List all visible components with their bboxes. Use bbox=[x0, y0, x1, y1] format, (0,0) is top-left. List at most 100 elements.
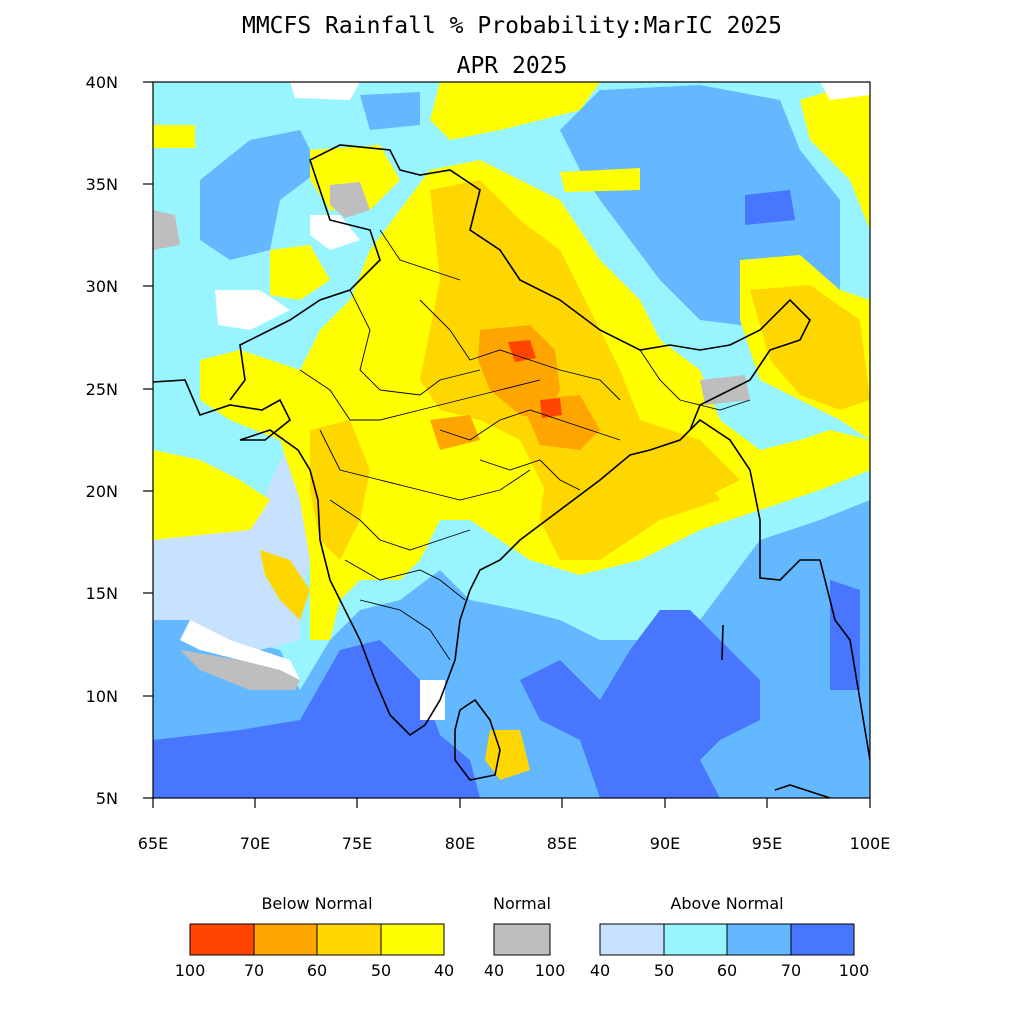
y-tick-label: 15N bbox=[86, 584, 118, 603]
map-title: MMCFS Rainfall % Probability:MarIC 2025 bbox=[241, 13, 783, 39]
y-tick-label: 25N bbox=[86, 380, 118, 399]
legend-below-label: 100 bbox=[175, 961, 206, 980]
field-orange-bihar bbox=[520, 395, 600, 450]
x-tick-label: 70E bbox=[240, 834, 270, 853]
state-border-2 bbox=[299, 369, 541, 421]
state-border-11 bbox=[379, 229, 461, 281]
legend-above-heading: Above Normal bbox=[670, 894, 783, 913]
legend-above-label: 100 bbox=[839, 961, 870, 980]
field-normal-ne bbox=[700, 375, 750, 405]
legend-swatch-above-50-60 bbox=[663, 923, 728, 956]
y-tick-label: 35N bbox=[86, 175, 118, 194]
field-white-kashmir bbox=[310, 215, 360, 250]
field-east-darkblue bbox=[830, 580, 860, 690]
legend-above-label: 70 bbox=[781, 961, 801, 980]
field-white-top bbox=[290, 82, 360, 100]
field-north-darkblue bbox=[745, 190, 795, 225]
state-border-10 bbox=[639, 349, 751, 411]
plot-frame bbox=[152, 81, 871, 799]
probability-field bbox=[153, 82, 870, 798]
field-gold-east bbox=[750, 285, 870, 410]
state-border-4 bbox=[329, 499, 471, 551]
legend-swatch-below-70-60 bbox=[253, 923, 318, 956]
y-axis-labels: 5N 10N 15N 20N 25N 30N 35N 40N bbox=[86, 73, 118, 808]
field-yellow-ne bbox=[800, 85, 870, 230]
legend-below-label: 40 bbox=[434, 961, 454, 980]
field-gold-central bbox=[310, 420, 370, 560]
field-bay-darkblue bbox=[520, 610, 760, 798]
x-tick-label: 90E bbox=[650, 834, 680, 853]
field-north-blue bbox=[200, 130, 320, 260]
coastline-bottom bbox=[774, 784, 831, 798]
field-red-2 bbox=[540, 398, 562, 418]
legend-below-heading: Below Normal bbox=[261, 894, 372, 913]
legend-swatch-below-100-70 bbox=[189, 923, 255, 956]
state-border-8 bbox=[439, 409, 621, 441]
x-tick-label: 100E bbox=[850, 834, 891, 853]
field-orange-central bbox=[430, 415, 480, 450]
legend-below-label: 50 bbox=[371, 961, 391, 980]
field-normal-kashmir bbox=[330, 182, 370, 218]
coastline-andaman bbox=[721, 624, 724, 661]
legend-swatch-normal bbox=[493, 923, 551, 956]
field-south-darkblue bbox=[153, 640, 480, 798]
y-tick-label: 5N bbox=[96, 789, 118, 808]
border-north bbox=[259, 144, 811, 431]
y-tick-label: 30N bbox=[86, 277, 118, 296]
field-arabian-normal bbox=[180, 650, 300, 690]
legend-normal-heading: Normal bbox=[493, 894, 551, 913]
y-tick-label: 40N bbox=[86, 73, 118, 92]
border-pakistan bbox=[229, 334, 261, 401]
state-border-7 bbox=[419, 299, 621, 401]
legend-swatch-below-50-40 bbox=[380, 923, 445, 956]
legend-swatch-below-60-50 bbox=[316, 923, 382, 956]
state-border-6 bbox=[359, 599, 451, 661]
map-subtitle: APR 2025 bbox=[456, 53, 568, 79]
field-white-south-isle bbox=[420, 680, 445, 720]
field-north-blue-3 bbox=[360, 92, 420, 130]
state-border-1 bbox=[349, 289, 481, 396]
x-tick-label: 85E bbox=[547, 834, 577, 853]
field-arabian-lightblue bbox=[153, 440, 310, 650]
legend-normal-label: 40 bbox=[484, 961, 504, 980]
x-tick-label: 65E bbox=[138, 834, 168, 853]
field-gold-bay bbox=[540, 430, 720, 560]
field-white-topright bbox=[820, 82, 870, 100]
legend-below-label: 70 bbox=[244, 961, 264, 980]
legend-swatch-above-60-70 bbox=[726, 923, 792, 956]
coastline-west bbox=[153, 379, 870, 761]
field-yellow-topleft bbox=[153, 125, 195, 148]
field-gold-north bbox=[420, 180, 740, 540]
legend-swatch-above-40-50 bbox=[599, 923, 665, 956]
coastline-ceylon bbox=[454, 698, 501, 781]
state-border-9 bbox=[479, 459, 581, 491]
field-yellow-top bbox=[430, 82, 600, 140]
field-arabian-white bbox=[180, 620, 300, 680]
field-yellow-gujarat-coast bbox=[260, 550, 310, 620]
y-tick-label: 20N bbox=[86, 482, 118, 501]
legend-normal-label: 100 bbox=[535, 961, 566, 980]
field-normal-west bbox=[153, 210, 180, 250]
legend: Below Normal 100 70 60 50 40 Normal 40 1… bbox=[175, 894, 870, 980]
state-border-3 bbox=[319, 429, 531, 501]
legend-above-label: 40 bbox=[590, 961, 610, 980]
field-yellow-west bbox=[153, 450, 270, 540]
field-white-west bbox=[215, 290, 290, 330]
x-tick-label: 75E bbox=[342, 834, 372, 853]
x-axis-labels: 65E 70E 75E 80E 85E 90E 95E 100E bbox=[138, 834, 891, 853]
legend-swatch-above-70-100 bbox=[790, 923, 855, 956]
x-tick-label: 95E bbox=[752, 834, 782, 853]
field-yellow-ne-small bbox=[560, 168, 640, 192]
field-yellow-nw bbox=[270, 245, 330, 300]
x-tick-label: 80E bbox=[445, 834, 475, 853]
field-orange-up bbox=[478, 325, 560, 420]
legend-above-label: 50 bbox=[654, 961, 674, 980]
y-tick-label: 10N bbox=[86, 687, 118, 706]
legend-above-label: 60 bbox=[717, 961, 737, 980]
coastlines bbox=[153, 144, 870, 798]
axis-ticks bbox=[143, 81, 871, 808]
field-red-1 bbox=[508, 340, 536, 362]
legend-below-label: 60 bbox=[307, 961, 327, 980]
state-borders bbox=[299, 229, 751, 661]
